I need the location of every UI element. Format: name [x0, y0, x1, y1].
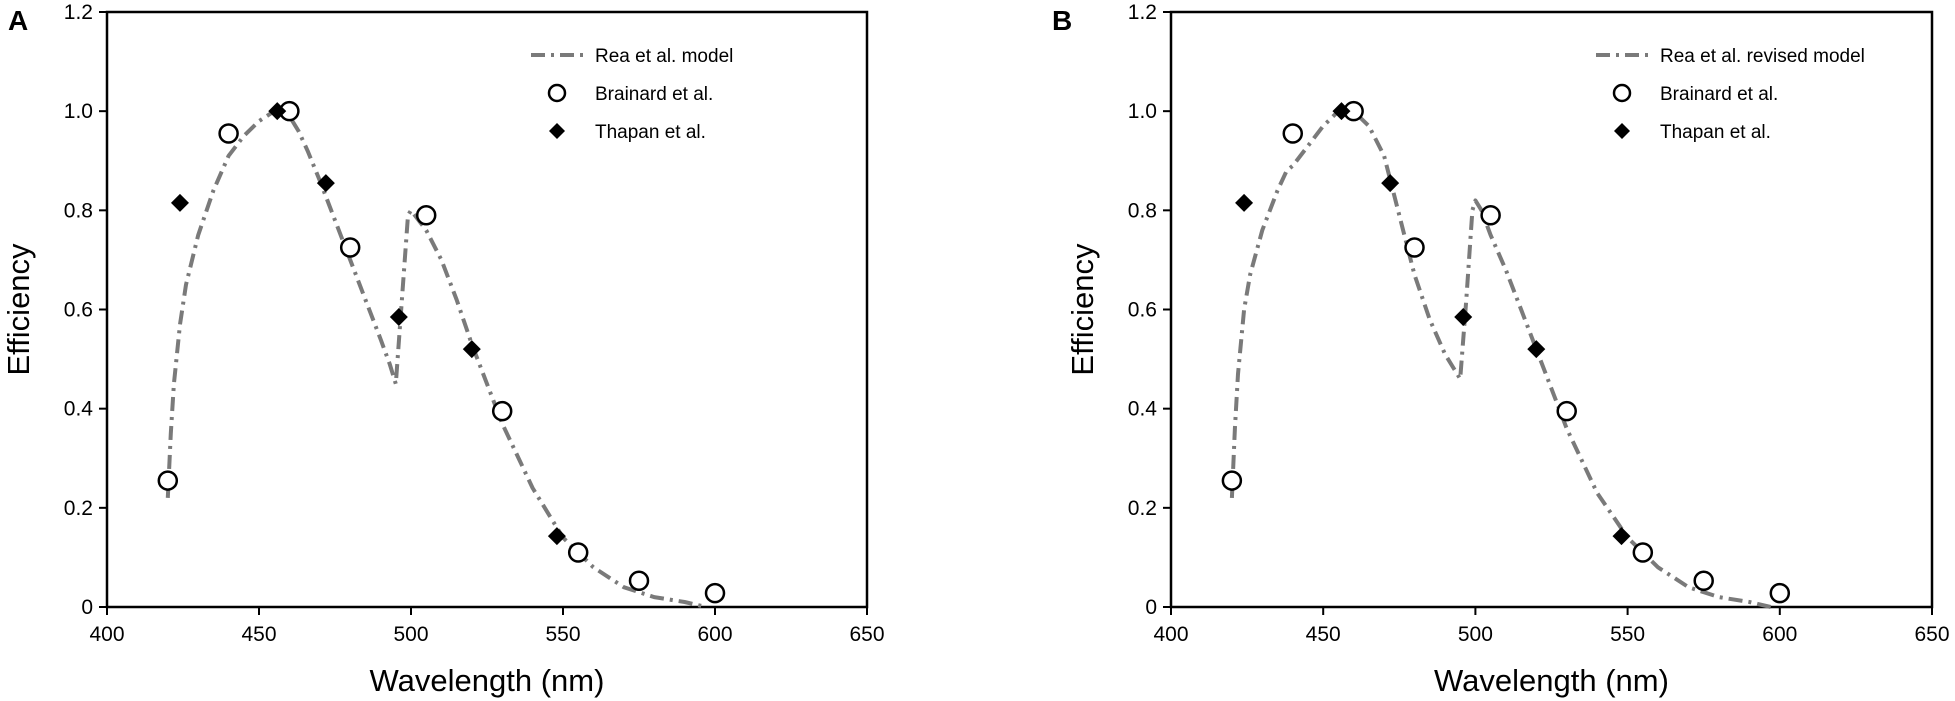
y-tick-label: 0.6 — [64, 299, 93, 322]
x-tick-label: 550 — [1610, 623, 1645, 646]
data-point-thapan — [1235, 193, 1254, 212]
data-point-brainard — [218, 123, 239, 144]
series-line-model — [165, 109, 707, 609]
data-point-thapan — [547, 527, 566, 546]
data-point-brainard — [1556, 400, 1577, 422]
data-point-brainard — [1480, 205, 1501, 226]
x-tick-label: 400 — [89, 623, 124, 646]
legend-label: Brainard et al. — [1660, 84, 1778, 105]
x-tick-label: 600 — [1762, 623, 1797, 646]
y-tick-label: 0.6 — [1128, 299, 1157, 322]
data-point-brainard — [1404, 237, 1425, 258]
x-tick-label: 650 — [849, 623, 884, 646]
data-point-thapan — [1454, 307, 1473, 326]
data-point-brainard — [157, 470, 179, 491]
x-tick-label: 600 — [697, 623, 732, 646]
y-tick-label: 0.4 — [64, 398, 94, 421]
x-tick-label: 550 — [545, 623, 580, 646]
x-axis-title: Wavelength (nm) — [1434, 663, 1669, 698]
legend-circle-swatch — [1612, 83, 1632, 103]
data-point-thapan — [268, 102, 287, 121]
y-tick-label: 1.2 — [1128, 1, 1157, 24]
y-axis-title: Efficiency — [1, 243, 36, 376]
y-tick-label: 1.0 — [1128, 100, 1157, 123]
data-point-thapan — [1527, 340, 1546, 359]
series-line-model — [1229, 109, 1772, 609]
y-tick-label: 1.0 — [64, 100, 93, 123]
y-tick-label: 0 — [81, 596, 93, 619]
data-point-thapan — [1381, 174, 1400, 193]
panel-label: B — [1052, 5, 1072, 36]
chart-panel-a: A 400 450 500 550 600 650 0 0.2 0.4 0.6 0.8 1.0 1.2 Wa… — [1, 1, 885, 698]
legend-label: Brainard et al. — [595, 84, 713, 105]
y-tick-label: 0.4 — [1128, 398, 1158, 421]
x-tick-label: 450 — [241, 623, 276, 646]
x-axis-title: Wavelength (nm) — [370, 663, 605, 698]
data-point-brainard — [1632, 542, 1654, 563]
data-point-brainard — [1282, 123, 1304, 144]
data-point-brainard — [1693, 570, 1714, 591]
plot-frame — [1169, 10, 1934, 609]
x-tick-label: 500 — [1458, 623, 1493, 646]
y-tick-label: 0.8 — [1128, 199, 1157, 222]
chart-panel-b: B 400 450 500 550 600 650 0 0.2 0.4 0.6 0.8 1.0 1.2 Wa… — [1052, 1, 1950, 698]
x-tick-label: 650 — [1914, 623, 1949, 646]
data-point-thapan — [316, 174, 335, 193]
data-point-thapan — [1332, 102, 1351, 121]
data-point-brainard — [415, 205, 437, 226]
legend-label: Thapan et al. — [595, 122, 706, 143]
legend-label: Thapan et al. — [1660, 122, 1771, 143]
data-point-thapan — [462, 340, 481, 359]
data-point-thapan — [389, 307, 408, 326]
x-tick-label: 500 — [393, 623, 428, 646]
y-tick-label: 0 — [1145, 596, 1157, 619]
y-tick-label: 0.2 — [64, 497, 93, 520]
data-point-brainard — [1221, 470, 1243, 491]
data-point-brainard — [1769, 582, 1791, 604]
legend-circle-swatch — [547, 83, 567, 103]
y-tick-label: 0.8 — [64, 199, 93, 222]
legend-diamond-swatch — [549, 123, 565, 139]
legend-label: Rea et al. model — [595, 46, 733, 67]
y-axis-title: Efficiency — [1065, 243, 1100, 376]
data-point-thapan — [170, 193, 189, 212]
data-point-brainard — [628, 570, 650, 591]
x-tick-label: 400 — [1153, 623, 1188, 646]
plot-frame — [105, 10, 869, 609]
legend-diamond-swatch — [1614, 123, 1630, 139]
data-point-thapan — [1612, 527, 1631, 546]
y-tick-label: 1.2 — [64, 1, 93, 24]
data-point-brainard — [567, 542, 589, 563]
data-point-brainard — [704, 582, 726, 604]
panel-label: A — [8, 5, 28, 36]
legend-label: Rea et al. revised model — [1660, 46, 1865, 67]
data-point-brainard — [491, 400, 513, 422]
x-tick-label: 450 — [1306, 623, 1341, 646]
data-point-brainard — [339, 237, 361, 258]
y-tick-label: 0.2 — [1128, 497, 1157, 520]
